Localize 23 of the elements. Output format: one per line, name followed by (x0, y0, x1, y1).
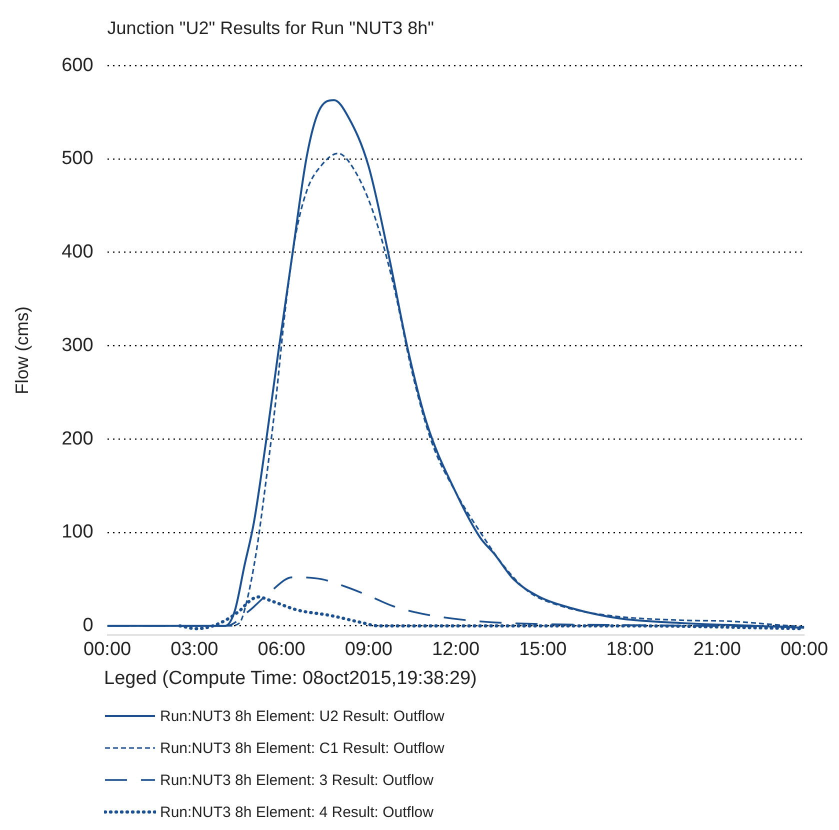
x-tick-label: 06:00 (258, 638, 306, 660)
x-tick-label: 00:00 (84, 638, 132, 660)
y-axis-title: Flow (cms) (12, 306, 32, 394)
legend-label: Run:NUT3 8h Element: 3 Result: Outflow (160, 772, 434, 788)
y-tick-label: 300 (62, 334, 94, 356)
x-tick-label: 12:00 (432, 638, 480, 660)
x-tick-label: 15:00 (519, 638, 567, 660)
legend-label: Run:NUT3 8h Element: 4 Result: Outflow (160, 804, 434, 820)
y-tick-label: 0 (82, 615, 94, 636)
legend-label: Run:NUT3 8h Element: C1 Result: Outflow (160, 740, 444, 756)
x-tick-label: 21:00 (693, 638, 741, 660)
y-tick-label: 100 (62, 522, 94, 543)
x-tick-label: 03:00 (170, 638, 218, 660)
legend-label: Run:NUT3 8h Element: U2 Result: Outflow (160, 708, 444, 724)
y-tick-label: 500 (62, 148, 94, 170)
x-tick-label: 00:00 (780, 638, 828, 660)
x-tick-label: 09:00 (344, 638, 392, 660)
y-tick-label: 600 (62, 54, 94, 76)
x-tick-label: 18:00 (606, 638, 654, 660)
chart-title: Junction "U2" Results for Run "NUT3 8h" (107, 18, 434, 38)
y-tick-label: 200 (62, 428, 94, 450)
legend-title: Leged (Compute Time: 08oct2015,19:38:29) (104, 668, 478, 690)
y-tick-label: 400 (62, 242, 94, 263)
